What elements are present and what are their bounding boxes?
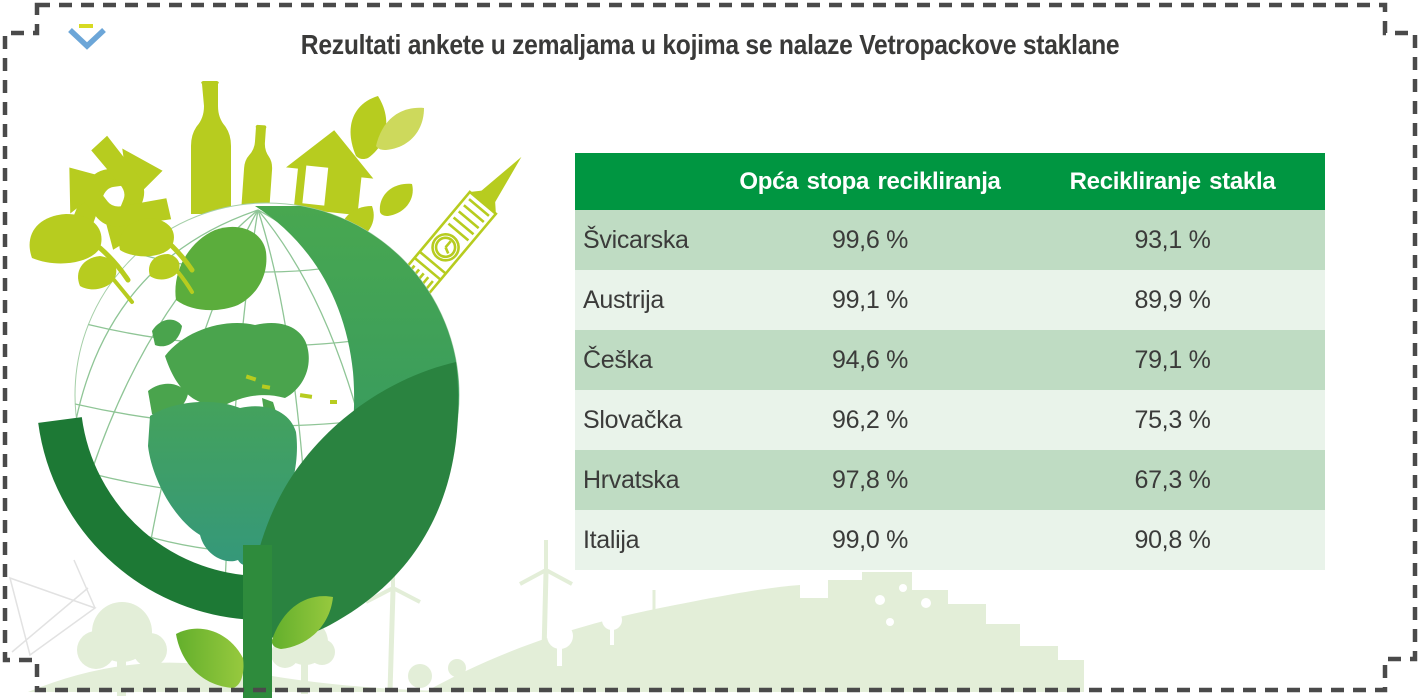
sprout-leaf-left [176, 628, 244, 688]
poly-line-art [8, 559, 97, 657]
table-row: Austrija 99,1 % 89,9 % [575, 270, 1325, 330]
leaf-stem [176, 270, 194, 294]
overall-cell: 99,1 % [831, 285, 909, 314]
leaf-icon [350, 96, 387, 160]
globe-europe [165, 322, 309, 406]
leaf-stem [169, 243, 195, 273]
glass-cell: 75,3 % [1134, 405, 1211, 434]
bush [448, 659, 466, 677]
city-windows [875, 584, 931, 626]
chevron-down-icon [68, 24, 106, 50]
globe-scandinavia [175, 226, 267, 311]
leaf-icon [29, 214, 102, 264]
col-header-glass: Recikliranje stakla [1069, 167, 1276, 195]
page-title-text: Rezultati ankete u zemaljama u kojima se… [301, 29, 1120, 60]
table-row: Hrvatska 97,8 % 67,3 % [575, 450, 1325, 510]
glass-cell: 90,8 % [1134, 525, 1211, 554]
leaf-icon [78, 256, 117, 290]
tree-icon [77, 602, 167, 696]
plant-icon [38, 362, 459, 698]
cradle-crescent [38, 416, 266, 621]
wine-bottle-icon [191, 81, 231, 214]
globe-africa [148, 401, 297, 566]
table-row: Italija 99,0 % 90,8 % [575, 510, 1325, 570]
table-body: Švicarska 99,6 % 93,1 % Austrija 99,1 % … [575, 210, 1325, 570]
table-header: Opća stopa recikliranja Recikliranje sta… [575, 153, 1325, 210]
leaf-stem [112, 278, 134, 304]
big-leaf [250, 362, 459, 639]
globe-britain [152, 319, 182, 347]
overall-cell: 99,6 % [831, 225, 909, 254]
bush [142, 666, 162, 686]
country-cell: Hrvatska [583, 465, 680, 494]
overall-cell: 94,6 % [831, 345, 909, 374]
glass-cell: 89,9 % [1134, 285, 1211, 314]
tree-icon [898, 641, 1025, 682]
bush [408, 664, 432, 688]
hill-trees [547, 610, 622, 666]
glass-cell: 93,1 % [1134, 225, 1211, 254]
table-row: Češka 94,6 % 79,1 % [575, 330, 1325, 390]
country-cell: Češka [583, 345, 653, 374]
table-row: Slovačka 96,2 % 75,3 % [575, 390, 1325, 450]
small-bottle-icon [241, 124, 273, 213]
col-header-overall: Opća stopa recikliranja [739, 167, 1001, 195]
overall-cell: 99,0 % [831, 525, 909, 554]
glass-cell: 79,1 % [1134, 345, 1211, 374]
recycling-table: Opća stopa recikliranja Recikliranje sta… [575, 153, 1325, 570]
overall-cell: 96,2 % [831, 405, 909, 434]
plant-stem [243, 545, 272, 698]
leaf-stem [97, 245, 131, 283]
house-icon [286, 130, 374, 216]
globe-islands [245, 374, 337, 404]
leaf-icon [376, 107, 424, 150]
city-skyline [800, 572, 1084, 692]
glass-cell: 67,3 % [1134, 465, 1211, 494]
front-leaves [29, 135, 195, 304]
sprout-leaf-right [271, 596, 333, 649]
overall-cell: 97,8 % [831, 465, 909, 494]
table-row: Švicarska 99,6 % 93,1 % [575, 210, 1325, 270]
big-ben-icon [383, 156, 522, 317]
leaf-icon [148, 254, 180, 280]
leaf-icon [379, 183, 413, 216]
background-scenery [28, 540, 1084, 696]
country-cell: Austrija [583, 285, 664, 314]
country-cell: Švicarska [583, 225, 689, 254]
page-title: Rezultati ankete u zemaljama u kojima se… [0, 29, 1421, 61]
country-cell: Italija [583, 525, 640, 554]
country-cell: Slovačka [583, 405, 683, 434]
leaf-icon [119, 218, 174, 257]
